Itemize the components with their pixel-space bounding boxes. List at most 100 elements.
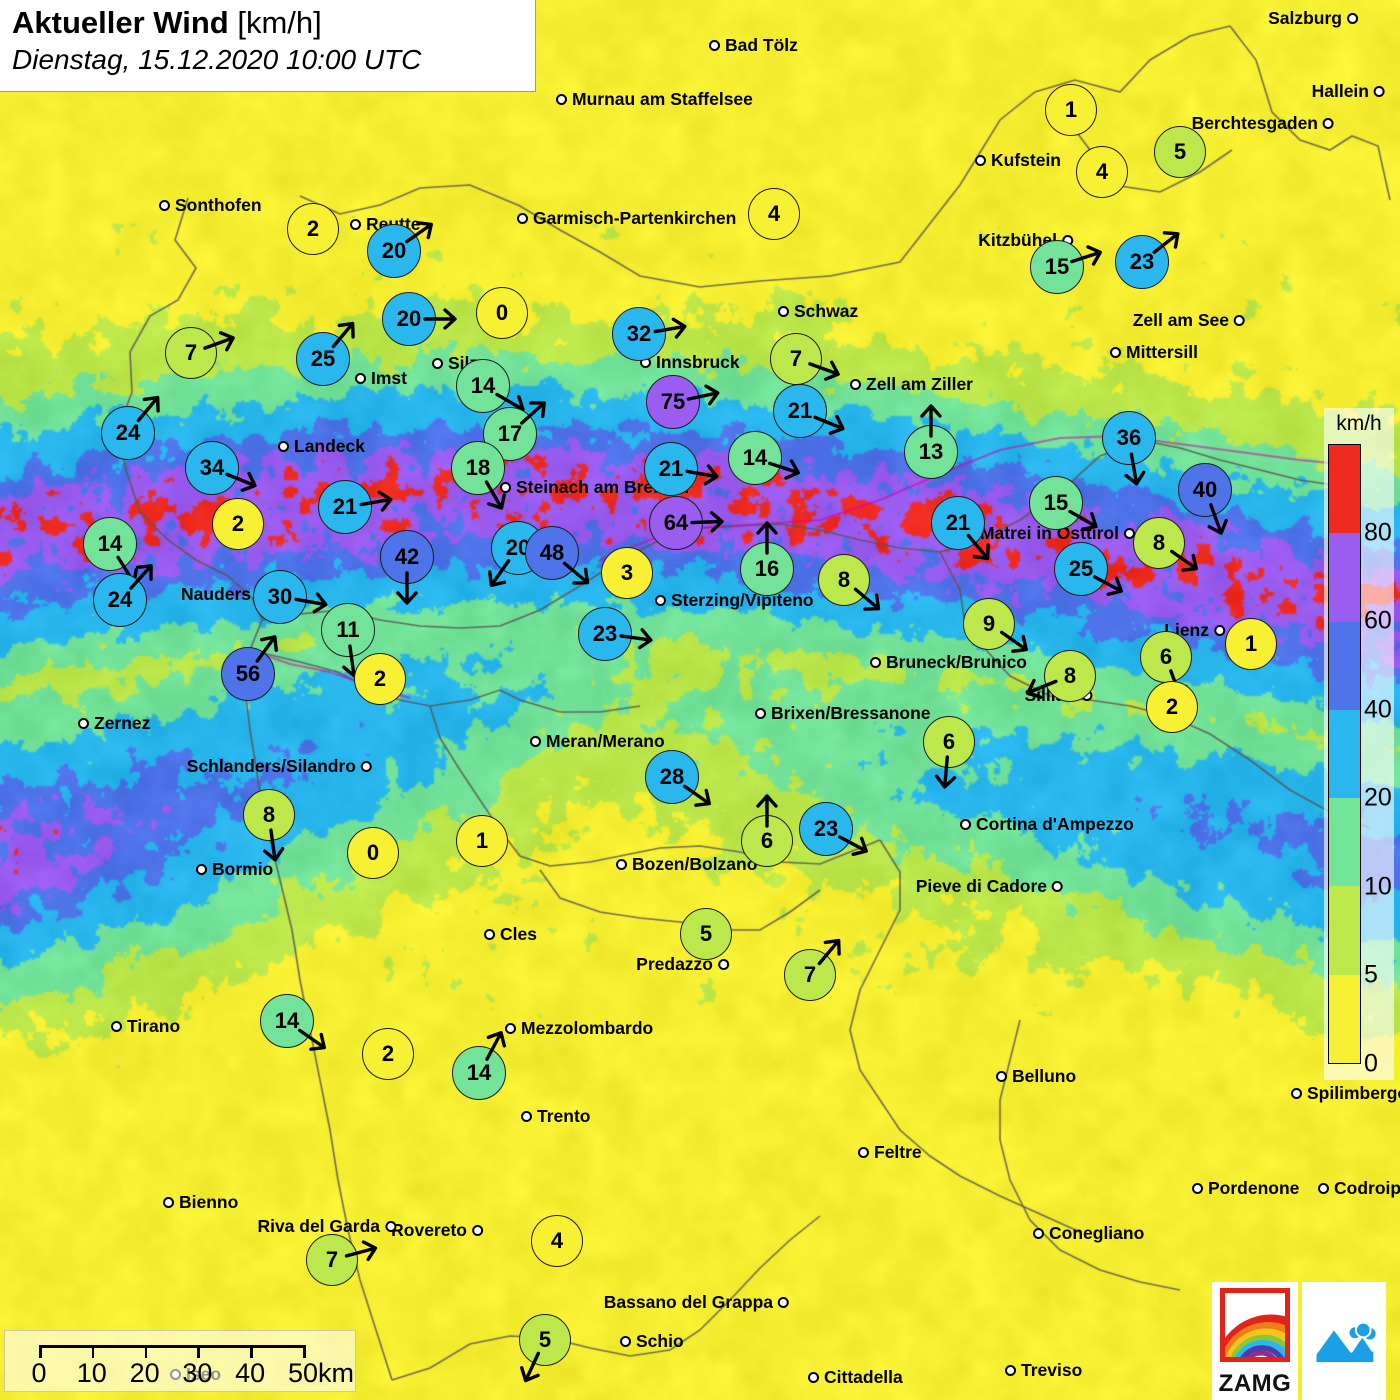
- station-marker[interactable]: 2: [253, 169, 373, 289]
- city-marker-dot: [616, 859, 627, 870]
- station-marker[interactable]: 8: [1099, 483, 1219, 603]
- station-marker[interactable]: 20: [334, 191, 454, 311]
- city-marker-dot: [1005, 1365, 1016, 1376]
- city-marker-dot: [278, 441, 289, 452]
- city-label: Cortina d'Ampezzo: [960, 814, 1134, 835]
- city-label: Treviso: [1005, 1360, 1082, 1381]
- station-value: 2: [306, 216, 320, 241]
- city-label: Bormio: [196, 859, 273, 880]
- station-value: 2: [231, 511, 245, 536]
- city-label: Murnau am Staffelsee: [556, 89, 753, 110]
- city-marker-dot: [709, 40, 720, 51]
- station-marker[interactable]: 2: [328, 994, 448, 1114]
- legend-band-40-60: [1329, 621, 1360, 710]
- city-marker-dot: [960, 819, 971, 830]
- city-name: Berchtesgaden: [1191, 113, 1318, 133]
- station-marker[interactable]: 0: [442, 253, 562, 373]
- station-marker[interactable]: 4: [1042, 112, 1162, 232]
- station-marker[interactable]: 64: [616, 463, 736, 583]
- city-marker-dot: [778, 1297, 789, 1308]
- station-marker[interactable]: 23: [1082, 202, 1202, 322]
- station-marker[interactable]: 7: [750, 915, 870, 1035]
- station-marker[interactable]: 7: [272, 1200, 392, 1320]
- station-value: 5: [1173, 139, 1187, 164]
- legend-band-5-10: [1329, 886, 1360, 975]
- station-marker[interactable]: 75: [613, 342, 733, 462]
- station-marker[interactable]: 2: [1112, 647, 1232, 767]
- station-value: 14: [470, 373, 496, 398]
- station-value: 8: [1152, 530, 1166, 555]
- city-name: Bozen/Bolzano: [632, 854, 758, 874]
- station-marker[interactable]: 1: [422, 781, 542, 901]
- scale-label-50: 50km: [287, 1358, 355, 1388]
- city-marker-dot: [355, 373, 366, 384]
- city-label: Bruneck/Brunico: [870, 652, 1027, 673]
- station-marker[interactable]: 34: [152, 408, 272, 528]
- station-marker[interactable]: 30: [220, 537, 340, 657]
- city-label: Imst: [355, 368, 407, 389]
- station-marker[interactable]: 4: [497, 1181, 617, 1301]
- city-label: Pieve di Cadore: [916, 876, 1063, 897]
- city-label: Feltre: [858, 1142, 922, 1163]
- station-value: 17: [497, 421, 523, 446]
- station-marker[interactable]: 0: [313, 793, 433, 913]
- station-marker[interactable]: 3: [567, 513, 687, 633]
- station-value-disc: 2: [1146, 681, 1198, 733]
- station-value-disc: 21: [773, 384, 827, 438]
- logo-group: ZAMG: [1212, 1282, 1386, 1400]
- station-marker[interactable]: 23: [545, 574, 665, 694]
- station-marker[interactable]: 32: [579, 274, 699, 394]
- station-value-disc: 7: [784, 949, 836, 1001]
- station-marker[interactable]: 7: [736, 299, 856, 419]
- city-name: Zernez: [94, 713, 151, 733]
- station-marker[interactable]: 14: [419, 1013, 539, 1133]
- station-marker[interactable]: 5: [485, 1280, 605, 1400]
- city-label: Schio: [620, 1331, 684, 1352]
- station-marker[interactable]: 24: [68, 373, 188, 493]
- city-marker-dot: [850, 379, 861, 390]
- legend-tick-40: 40: [1364, 695, 1392, 724]
- station-marker[interactable]: 1: [1191, 584, 1311, 704]
- color-legend: km/h 80 60 40 20 10 5 0: [1324, 408, 1394, 1080]
- station-marker[interactable]: 5: [1120, 92, 1240, 212]
- city-label: Landeck: [278, 436, 365, 457]
- city-name: Cortina d'Ampezzo: [976, 814, 1134, 834]
- city-name: Rovereto: [391, 1220, 467, 1240]
- station-marker[interactable]: 25: [263, 299, 383, 419]
- city-marker-dot: [350, 219, 361, 230]
- zamg-rainbow-icon: [1220, 1288, 1290, 1362]
- city-marker-dot: [778, 306, 789, 317]
- station-value-disc: 6: [1140, 631, 1192, 683]
- station-marker[interactable]: 7: [131, 293, 251, 413]
- station-value: 42: [394, 544, 420, 569]
- station-marker[interactable]: 56: [188, 614, 308, 734]
- station-marker[interactable]: 8: [1010, 616, 1130, 736]
- station-marker[interactable]: 1: [1011, 50, 1131, 170]
- legend-band-10-20: [1329, 798, 1360, 887]
- station-marker[interactable]: 2: [320, 619, 440, 739]
- station-marker[interactable]: 24: [60, 540, 180, 660]
- station-marker[interactable]: 4: [714, 154, 834, 274]
- station-marker[interactable]: 8: [209, 755, 329, 875]
- station-marker[interactable]: 6: [889, 682, 1009, 802]
- city-marker-dot: [556, 94, 567, 105]
- station-marker[interactable]: 18: [418, 408, 538, 528]
- station-marker[interactable]: 2: [178, 464, 298, 584]
- city-name: Pordenone: [1208, 1178, 1300, 1198]
- station-value: 56: [235, 661, 261, 686]
- station-value: 7: [789, 346, 803, 371]
- station-marker[interactable]: 23: [766, 769, 886, 889]
- city-label: Schlanders/Silandro: [187, 756, 372, 777]
- station-marker[interactable]: 14: [50, 484, 170, 604]
- station-value-disc: 25: [296, 332, 350, 386]
- legend-tick-10: 10: [1364, 872, 1392, 901]
- city-label: Predazzo: [636, 954, 729, 975]
- station-value-disc: 2: [212, 498, 264, 550]
- station-marker[interactable]: 5: [646, 874, 766, 994]
- station-marker[interactable]: 36: [1069, 378, 1189, 498]
- station-value-disc: 0: [476, 287, 528, 339]
- station-value: 2: [1165, 694, 1179, 719]
- station-marker[interactable]: 8: [784, 520, 904, 640]
- station-value: 8: [1063, 663, 1077, 688]
- city-marker-dot: [975, 155, 986, 166]
